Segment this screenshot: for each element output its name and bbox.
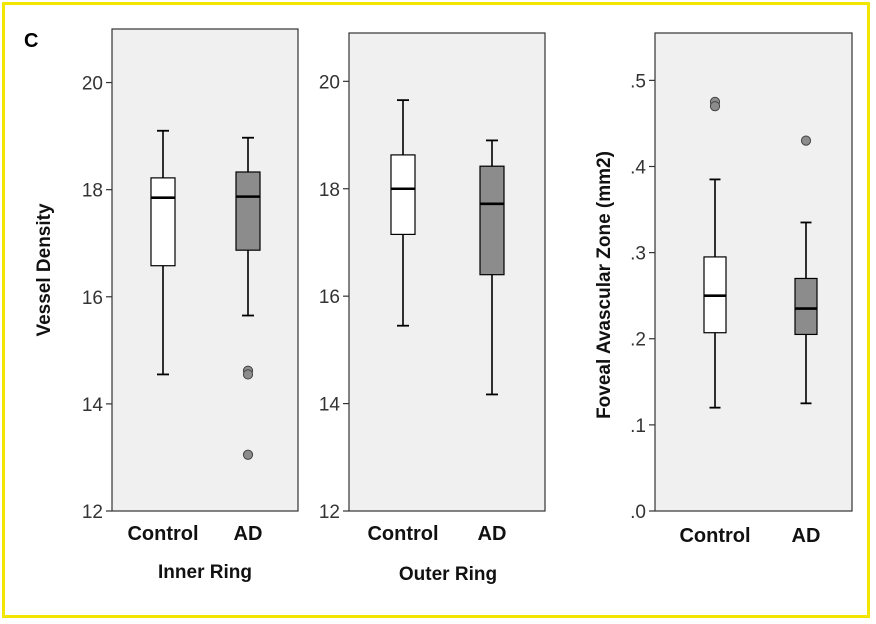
category-label-ad: AD	[792, 525, 821, 547]
plot-area	[654, 32, 853, 512]
y-tick-label: .4	[630, 157, 646, 178]
box-marks	[390, 99, 505, 396]
outlier-ad	[242, 449, 254, 460]
category-label-ad: AD	[234, 523, 263, 545]
box-ad	[479, 165, 505, 276]
x-axis-title: Outer Ring	[399, 564, 497, 585]
y-tick-label: 12	[319, 502, 340, 523]
y-tick-label: 18	[319, 180, 340, 201]
category-label-control: Control	[127, 523, 198, 545]
category-label-control: Control	[679, 525, 750, 547]
y-tick-label: .2	[630, 330, 646, 351]
y-axis-title: Vessel Density	[34, 203, 55, 337]
panel-outer-ring: 12 14 16 18 20 Control AD Outer Ring	[319, 32, 546, 585]
plot-area	[348, 32, 546, 512]
panel-label: C	[24, 30, 38, 52]
y-tick-label: 14	[319, 395, 341, 416]
outlier-ad	[800, 135, 812, 146]
box-ad	[235, 171, 261, 251]
box-control	[390, 154, 416, 236]
y-tick-label: 20	[319, 72, 340, 93]
category-label-ad: AD	[478, 523, 507, 545]
y-tick-label: .5	[630, 71, 646, 92]
y-axis: 12 14 16 18 20	[319, 72, 349, 523]
box-marks	[703, 96, 818, 409]
y-axis: .0 .1 .2 .3 .4 .5	[630, 71, 655, 523]
y-tick-label: 20	[82, 74, 103, 95]
y-axis: 12 14 16 18 20	[82, 74, 112, 523]
y-tick-label: 18	[82, 181, 103, 202]
y-axis-title: Foveal Avascular Zone (mm2)	[594, 151, 615, 419]
y-tick-label: .0	[630, 502, 646, 523]
outlier-control	[709, 101, 721, 112]
panel-foveal-avascular-zone: .0 .1 .2 .3 .4 .5 Control AD Foveal Avascular…	[594, 32, 853, 547]
outlier-ad	[242, 369, 254, 380]
y-tick-label: 16	[82, 288, 103, 309]
plot-area	[111, 28, 299, 512]
y-tick-label: .3	[630, 244, 646, 265]
y-tick-label: 14	[82, 395, 104, 416]
box-control	[150, 177, 176, 267]
y-tick-label: .1	[630, 416, 646, 437]
box-marks	[150, 129, 261, 460]
y-tick-label: 16	[319, 287, 340, 308]
x-axis-title: Inner Ring	[158, 562, 252, 583]
y-tick-label: 12	[82, 502, 103, 523]
panel-inner-ring: 12 14 16 18 20 Control AD Inner Ring Vessel …	[34, 28, 299, 583]
box-ad	[794, 277, 818, 336]
category-label-control: Control	[367, 523, 438, 545]
